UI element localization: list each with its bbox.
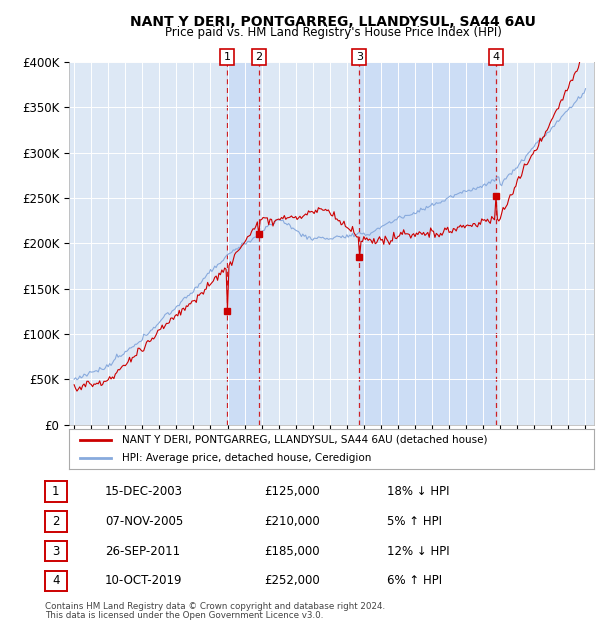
Text: Contains HM Land Registry data © Crown copyright and database right 2024.: Contains HM Land Registry data © Crown c… — [45, 602, 385, 611]
Text: 4: 4 — [493, 52, 500, 62]
Text: £125,000: £125,000 — [264, 485, 320, 498]
Text: 5% ↑ HPI: 5% ↑ HPI — [387, 515, 442, 528]
Text: NANT Y DERI, PONTGARREG, LLANDYSUL, SA44 6AU: NANT Y DERI, PONTGARREG, LLANDYSUL, SA44… — [130, 15, 536, 29]
Text: 1: 1 — [223, 52, 230, 62]
Text: 15-DEC-2003: 15-DEC-2003 — [105, 485, 183, 498]
Text: HPI: Average price, detached house, Ceredigion: HPI: Average price, detached house, Cere… — [121, 453, 371, 464]
Text: 3: 3 — [356, 52, 363, 62]
Text: 12% ↓ HPI: 12% ↓ HPI — [387, 545, 449, 557]
Text: 2: 2 — [52, 515, 59, 528]
Text: £210,000: £210,000 — [264, 515, 320, 528]
Bar — [227, 62, 259, 425]
Text: 1: 1 — [52, 485, 59, 498]
Text: 2: 2 — [256, 52, 263, 62]
Text: 07-NOV-2005: 07-NOV-2005 — [105, 515, 183, 528]
Text: £185,000: £185,000 — [264, 545, 320, 557]
Text: 3: 3 — [52, 545, 59, 557]
Text: 4: 4 — [52, 575, 59, 587]
Text: 6% ↑ HPI: 6% ↑ HPI — [387, 575, 442, 587]
Text: 26-SEP-2011: 26-SEP-2011 — [105, 545, 180, 557]
Text: £252,000: £252,000 — [264, 575, 320, 587]
Text: This data is licensed under the Open Government Licence v3.0.: This data is licensed under the Open Gov… — [45, 611, 323, 619]
Text: Price paid vs. HM Land Registry's House Price Index (HPI): Price paid vs. HM Land Registry's House … — [164, 26, 502, 38]
Bar — [359, 62, 496, 425]
Text: 18% ↓ HPI: 18% ↓ HPI — [387, 485, 449, 498]
Text: NANT Y DERI, PONTGARREG, LLANDYSUL, SA44 6AU (detached house): NANT Y DERI, PONTGARREG, LLANDYSUL, SA44… — [121, 435, 487, 445]
Text: 10-OCT-2019: 10-OCT-2019 — [105, 575, 182, 587]
